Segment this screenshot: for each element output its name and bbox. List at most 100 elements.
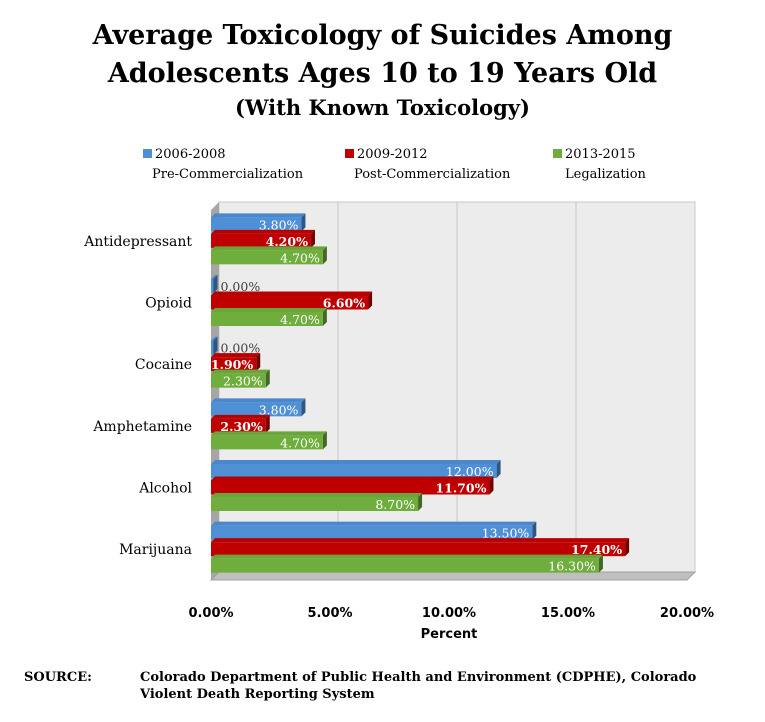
bar-top-face: [211, 414, 270, 419]
chart-subtitle: (With Known Toxicology): [235, 95, 530, 120]
bar-top-face: [211, 369, 270, 374]
legend-sublabel: Legalization: [565, 167, 646, 182]
bar: [211, 217, 302, 232]
bar-top-face: [211, 460, 501, 464]
data-label: 4.70%: [280, 250, 320, 265]
bar-chart: 0.00% 5.00% 10.00% 15.00% 20.00% Percent Antid…: [83, 201, 714, 642]
legend-label: 2006-2008: [155, 147, 226, 162]
bar-side-face: [310, 229, 315, 248]
bar-side-face: [322, 308, 327, 326]
bar-top-face: [211, 353, 261, 358]
legend-swatch-green: [553, 149, 562, 158]
legend-label: 2009-2012: [357, 147, 428, 162]
data-label: 3.80%: [259, 217, 299, 232]
x-tick-label: 20.00%: [660, 606, 714, 621]
x-tick-label: 0.00%: [188, 606, 233, 621]
bar: [211, 373, 266, 388]
source-text: Colorado Department of Public Health and…: [140, 670, 697, 702]
chart-title-line-1: Average Toxicology of Suicides Among: [92, 20, 673, 51]
data-label: 3.80%: [259, 402, 299, 417]
data-label: 17.40%: [571, 542, 622, 557]
legend-sublabel: Pre-Commercialization: [152, 167, 304, 182]
x-tick-label: 10.00%: [422, 606, 476, 621]
legend-label: 2013-2015: [565, 147, 636, 162]
bar: [211, 525, 533, 540]
bar: [211, 312, 323, 326]
bar-side-face: [598, 554, 603, 573]
bar-top-face: [211, 246, 327, 251]
legend-item-2006-2008: 2006-2008 Pre-Commercialization: [143, 145, 303, 185]
data-label: 2.30%: [223, 374, 263, 389]
category-label: Antidepressant: [83, 234, 192, 250]
bar: [211, 402, 302, 417]
source-label: SOURCE:: [24, 670, 92, 685]
bar: [211, 542, 626, 557]
bar-top-face: [211, 476, 494, 481]
legend-sublabel: Post-Commercialization: [354, 167, 511, 182]
bar-top-face: [211, 538, 630, 543]
bar-side-face: [256, 353, 261, 372]
bar-top-face: [211, 521, 537, 526]
bar-side-face: [489, 476, 494, 495]
data-label: 0.00%: [221, 341, 261, 356]
bar-top-face: [211, 493, 423, 497]
plot-floor: [209, 571, 697, 581]
data-label: 1.90%: [211, 357, 253, 372]
x-tick-label: 5.00%: [307, 606, 352, 621]
bar: [211, 497, 419, 511]
data-label: 6.60%: [323, 296, 365, 311]
x-tick-label: 15.00%: [541, 606, 595, 621]
bar-side-face: [418, 493, 423, 511]
bar-top-face: [211, 398, 306, 403]
bar: [211, 435, 323, 450]
bar-top-face: [211, 554, 603, 559]
bar-top-face: [211, 431, 327, 436]
bar: [211, 250, 323, 265]
data-label: 4.70%: [280, 435, 320, 450]
bar: [211, 480, 490, 495]
bar: [211, 558, 599, 573]
data-label: 2.30%: [220, 419, 262, 434]
bar-side-face: [532, 521, 537, 540]
data-label: 8.70%: [375, 497, 415, 512]
bar-side-face: [265, 414, 270, 433]
bar-side-face: [496, 460, 501, 478]
data-label: 12.00%: [446, 464, 494, 479]
bar-side-face: [368, 291, 373, 310]
legend-swatch-red: [345, 149, 354, 158]
bar: [211, 418, 266, 433]
bar-top-face: [211, 308, 327, 312]
bar-side-face: [322, 246, 327, 265]
x-axis-label: Percent: [421, 627, 478, 642]
bar: [211, 340, 214, 355]
category-label: Alcohol: [138, 481, 192, 497]
bar-side-face: [213, 275, 218, 293]
data-label: 13.50%: [482, 526, 530, 541]
bar: [211, 279, 214, 293]
bar-side-face: [322, 431, 327, 450]
bar: [211, 233, 311, 248]
bar-top-face: [211, 229, 315, 234]
category-label: Cocaine: [135, 357, 192, 373]
bar-side-face: [301, 213, 306, 232]
bar-top-face: [211, 275, 218, 279]
data-label: 16.30%: [548, 559, 596, 574]
legend-item-2013-2015: 2013-2015 Legalization: [553, 145, 646, 185]
category-label: Opioid: [145, 296, 192, 312]
bar: [211, 464, 497, 478]
chart-title-line-2: Adolescents Ages 10 to 19 Years Old: [107, 58, 658, 89]
bar-top-face: [211, 291, 373, 296]
data-label: 4.20%: [266, 234, 308, 249]
legend-item-2009-2012: 2009-2012 Post-Commercialization: [345, 145, 510, 185]
bar-top-face: [211, 336, 218, 341]
bar: [211, 295, 369, 310]
data-label: 0.00%: [221, 279, 261, 294]
data-label: 4.70%: [280, 312, 320, 327]
legend-swatch-blue: [143, 149, 152, 158]
category-label: Marijuana: [119, 542, 192, 558]
bar: [211, 357, 257, 372]
bar-top-face: [211, 213, 306, 218]
bar-side-face: [625, 538, 630, 557]
data-label: 11.70%: [435, 481, 486, 496]
bar-side-face: [213, 336, 218, 355]
